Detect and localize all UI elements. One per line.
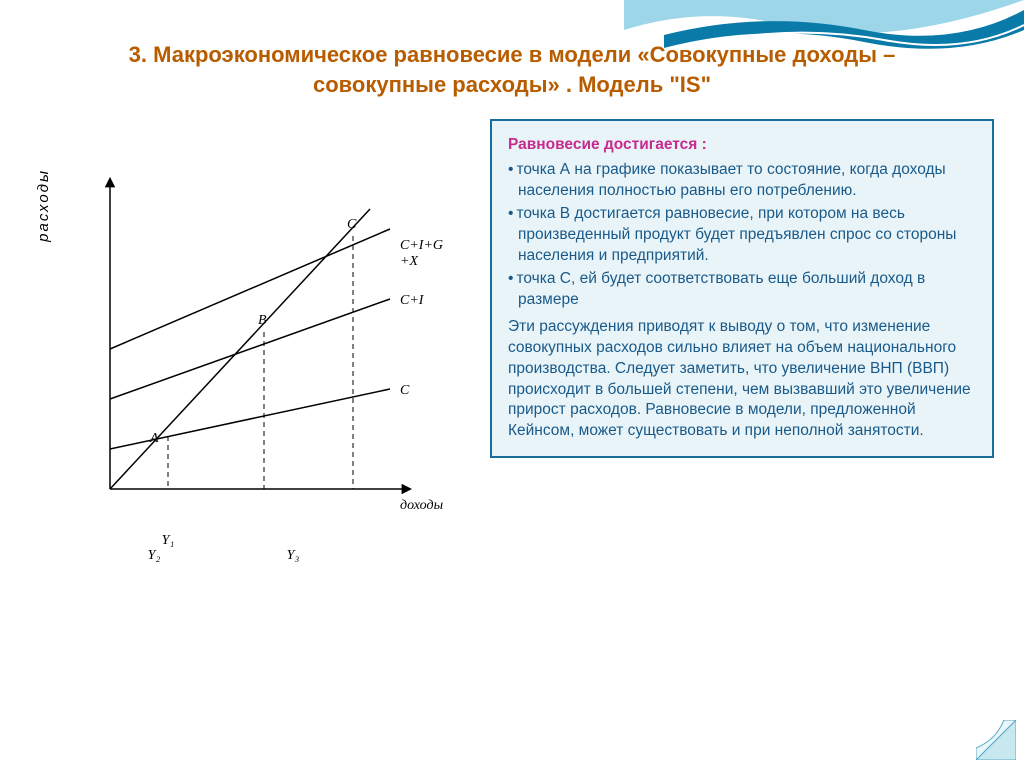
svg-text:доходы: доходы (400, 498, 443, 513)
svg-text:C: C (347, 217, 357, 232)
explanation-textbox: Равновесие достигается : точка А на граф… (490, 119, 994, 458)
corner-fold-icon (976, 720, 1016, 760)
conclusion-text: Эти рассуждения приводят к выводу о том,… (508, 317, 976, 443)
bullet-point-a: точка А на графике показывает то состоян… (508, 160, 976, 202)
keynesian-cross-chart: C C+I C+I+G+X Y₁Y₂ Y₃ A B Cдоходы (30, 149, 470, 569)
svg-text:B: B (258, 313, 267, 328)
svg-text:A: A (149, 431, 159, 446)
svg-text:Y₃: Y₃ (287, 548, 300, 563)
svg-text:C+I+G: C+I+G (400, 238, 443, 253)
svg-text:Y₁: Y₁ (162, 533, 175, 548)
content-row: расходы C C+I C+I+G+X Y₁Y₂ Y₃ A B Cдоходы Равно… (30, 119, 994, 748)
chart-area: расходы C C+I C+I+G+X Y₁Y₂ Y₃ A B Cдоходы (30, 149, 470, 748)
textbox-heading: Равновесие достигается : (508, 135, 976, 156)
y-axis-label: расходы (35, 169, 52, 242)
svg-text:Y₂: Y₂ (148, 548, 161, 563)
slide-title: 3. Макроэкономическое равновесие в модел… (30, 40, 994, 99)
svg-text:C+I: C+I (400, 293, 425, 308)
bullet-point-c: точка С, ей будет соответствовать еще бо… (508, 269, 976, 311)
bullet-point-b: точка В достигается равновесие, при кото… (508, 204, 976, 267)
slide-container: 3. Макроэкономическое равновесие в модел… (0, 0, 1024, 768)
svg-text:C: C (400, 383, 410, 398)
svg-text:+X: +X (400, 254, 418, 269)
